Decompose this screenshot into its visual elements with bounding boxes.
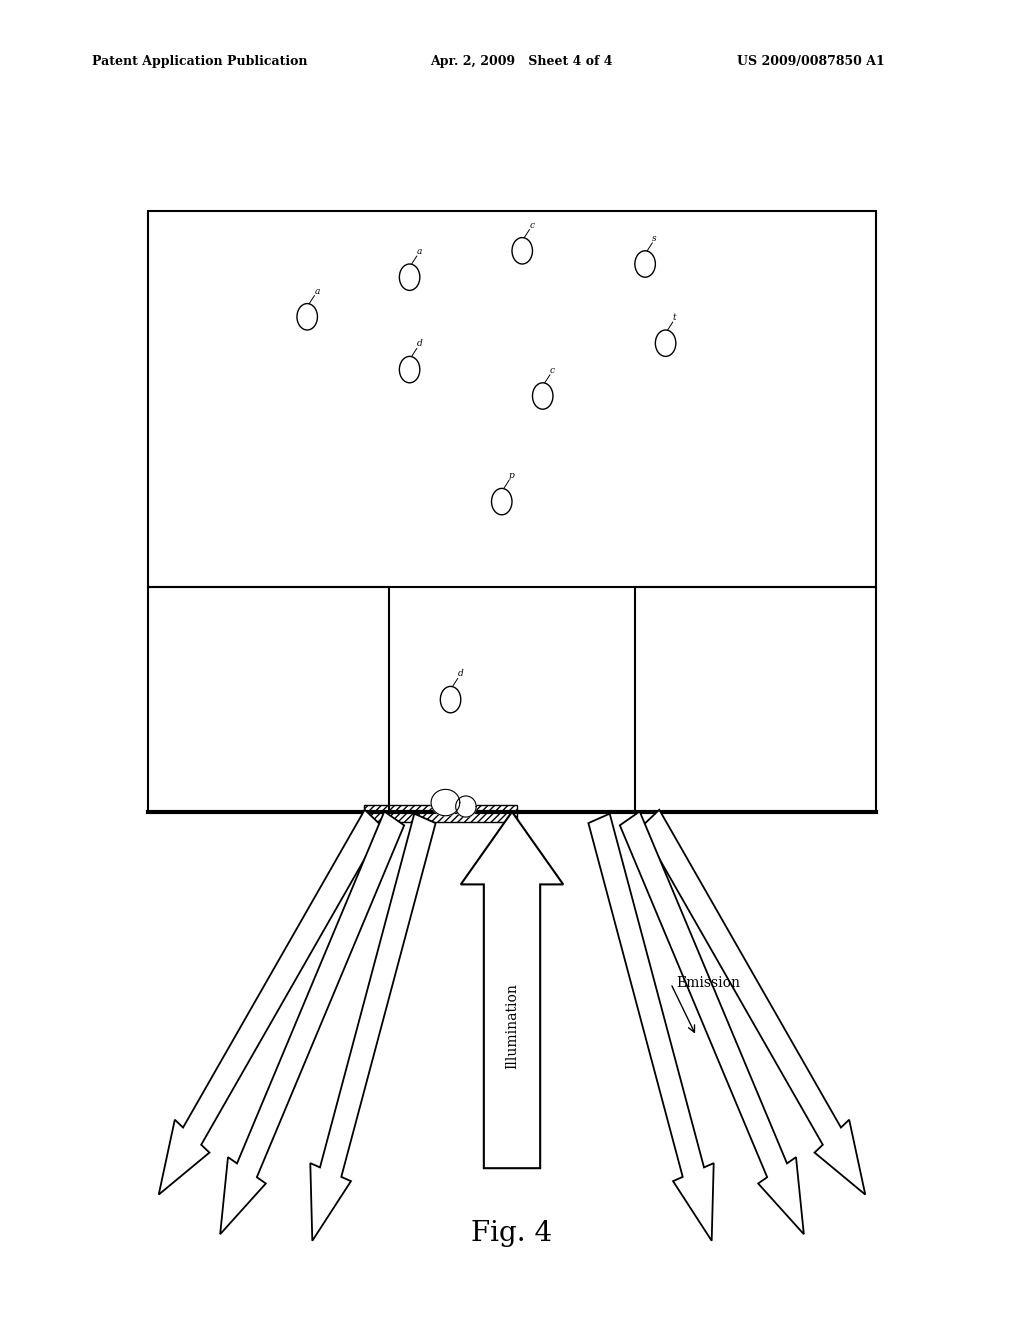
- Polygon shape: [431, 789, 460, 816]
- Text: c: c: [550, 366, 555, 375]
- Text: t: t: [673, 313, 677, 322]
- Text: c: c: [529, 220, 535, 230]
- Text: Apr. 2, 2009   Sheet 4 of 4: Apr. 2, 2009 Sheet 4 of 4: [430, 55, 612, 69]
- Polygon shape: [310, 813, 435, 1241]
- Text: d: d: [417, 339, 423, 348]
- Polygon shape: [461, 812, 563, 1168]
- Polygon shape: [620, 812, 804, 1234]
- Text: Emission: Emission: [676, 977, 739, 990]
- Text: s: s: [652, 234, 657, 243]
- Text: US 2009/0087850 A1: US 2009/0087850 A1: [737, 55, 885, 69]
- Text: Fig. 4: Fig. 4: [471, 1221, 553, 1247]
- Text: Illumination: Illumination: [505, 983, 519, 1069]
- Bar: [364, 805, 517, 822]
- Text: a: a: [314, 286, 319, 296]
- Text: a: a: [417, 247, 422, 256]
- Text: p: p: [509, 471, 515, 480]
- Text: Patent Application Publication: Patent Application Publication: [92, 55, 307, 69]
- Polygon shape: [159, 809, 383, 1195]
- Polygon shape: [589, 813, 714, 1241]
- Polygon shape: [641, 809, 865, 1195]
- Text: d: d: [458, 669, 464, 678]
- Polygon shape: [456, 796, 476, 817]
- Polygon shape: [220, 812, 404, 1234]
